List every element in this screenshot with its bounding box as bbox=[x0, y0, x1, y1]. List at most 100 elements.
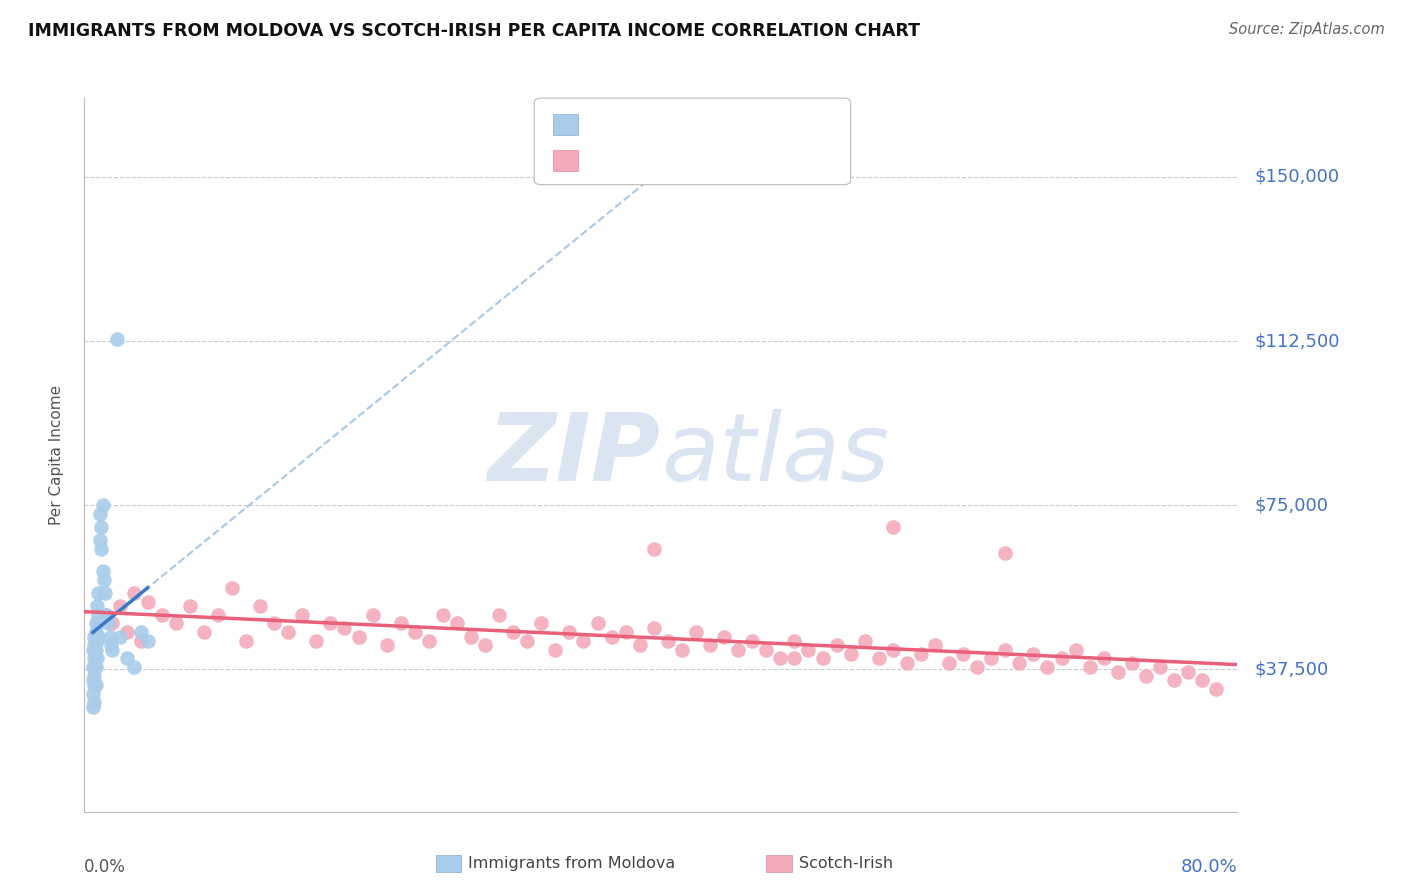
Point bbox=[516, 634, 538, 648]
Point bbox=[129, 634, 152, 648]
Text: Source: ZipAtlas.com: Source: ZipAtlas.com bbox=[1229, 22, 1385, 37]
Point bbox=[699, 638, 721, 652]
Point bbox=[1092, 651, 1115, 665]
Point bbox=[115, 625, 138, 640]
Point bbox=[93, 573, 115, 587]
Point bbox=[966, 660, 988, 674]
Point bbox=[474, 638, 496, 652]
Point bbox=[853, 634, 876, 648]
Point bbox=[83, 660, 105, 674]
Point bbox=[1036, 660, 1059, 674]
Point bbox=[657, 634, 679, 648]
Point bbox=[685, 625, 707, 640]
Point bbox=[207, 607, 229, 622]
Point bbox=[82, 642, 104, 657]
Text: $37,500: $37,500 bbox=[1254, 660, 1329, 679]
Point bbox=[994, 546, 1017, 560]
Text: R = -0.238: R = -0.238 bbox=[586, 147, 676, 165]
Point bbox=[84, 625, 107, 640]
Text: ZIP: ZIP bbox=[488, 409, 661, 501]
Point bbox=[83, 695, 105, 709]
Point bbox=[98, 630, 121, 644]
Point bbox=[83, 669, 105, 683]
Text: $112,500: $112,500 bbox=[1254, 332, 1340, 350]
Point bbox=[418, 634, 440, 648]
Point bbox=[783, 634, 806, 648]
Point bbox=[825, 638, 848, 652]
Point bbox=[87, 586, 110, 600]
Point bbox=[84, 660, 107, 674]
Point bbox=[544, 642, 567, 657]
Point bbox=[89, 507, 111, 521]
Point bbox=[1008, 656, 1031, 670]
Point bbox=[1163, 673, 1185, 688]
Point bbox=[628, 638, 651, 652]
Point bbox=[994, 642, 1017, 657]
Point bbox=[84, 678, 107, 692]
Point bbox=[952, 647, 974, 661]
Point bbox=[910, 647, 932, 661]
Text: R =  0.367: R = 0.367 bbox=[586, 112, 675, 129]
Point bbox=[1121, 656, 1143, 670]
Point bbox=[91, 564, 114, 578]
Point bbox=[1107, 665, 1129, 679]
Point bbox=[87, 630, 110, 644]
Point bbox=[488, 607, 510, 622]
Point bbox=[586, 616, 609, 631]
Point bbox=[600, 630, 623, 644]
Point bbox=[882, 642, 904, 657]
Point bbox=[741, 634, 763, 648]
Point bbox=[83, 630, 105, 644]
Point bbox=[122, 660, 145, 674]
Point bbox=[1050, 651, 1073, 665]
Point bbox=[122, 586, 145, 600]
Point bbox=[83, 638, 105, 652]
Point bbox=[938, 656, 960, 670]
Point bbox=[90, 542, 112, 557]
Text: N = 87: N = 87 bbox=[745, 147, 807, 165]
Point bbox=[115, 651, 138, 665]
Point bbox=[82, 686, 104, 700]
Point bbox=[671, 642, 693, 657]
Point bbox=[361, 607, 384, 622]
Text: 80.0%: 80.0% bbox=[1181, 858, 1237, 876]
Point bbox=[1177, 665, 1199, 679]
Point bbox=[90, 520, 112, 534]
Point bbox=[165, 616, 187, 631]
Point bbox=[1022, 647, 1045, 661]
Point bbox=[797, 642, 820, 657]
Point bbox=[86, 634, 108, 648]
Point bbox=[783, 651, 806, 665]
Text: IMMIGRANTS FROM MOLDOVA VS SCOTCH-IRISH PER CAPITA INCOME CORRELATION CHART: IMMIGRANTS FROM MOLDOVA VS SCOTCH-IRISH … bbox=[28, 22, 920, 40]
Point bbox=[101, 616, 124, 631]
Point bbox=[980, 651, 1002, 665]
Point bbox=[643, 621, 665, 635]
Point bbox=[614, 625, 637, 640]
Point bbox=[82, 660, 104, 674]
Point bbox=[924, 638, 946, 652]
Point bbox=[882, 520, 904, 534]
Point bbox=[502, 625, 524, 640]
Point bbox=[91, 498, 114, 512]
Point bbox=[83, 678, 105, 692]
Point bbox=[89, 533, 111, 548]
Point bbox=[150, 607, 173, 622]
Point bbox=[249, 599, 271, 613]
Point bbox=[221, 582, 243, 596]
Point bbox=[101, 642, 124, 657]
Point bbox=[1135, 669, 1157, 683]
Point bbox=[530, 616, 553, 631]
Point bbox=[179, 599, 201, 613]
Point bbox=[460, 630, 482, 644]
Y-axis label: Per Capita Income: Per Capita Income bbox=[49, 384, 63, 525]
Point bbox=[333, 621, 356, 635]
Point bbox=[1064, 642, 1087, 657]
Point bbox=[1191, 673, 1213, 688]
Point bbox=[432, 607, 454, 622]
Text: atlas: atlas bbox=[661, 409, 889, 500]
Point bbox=[277, 625, 299, 640]
Point bbox=[83, 651, 105, 665]
Point bbox=[896, 656, 918, 670]
Text: $75,000: $75,000 bbox=[1254, 496, 1329, 515]
Point bbox=[136, 634, 159, 648]
